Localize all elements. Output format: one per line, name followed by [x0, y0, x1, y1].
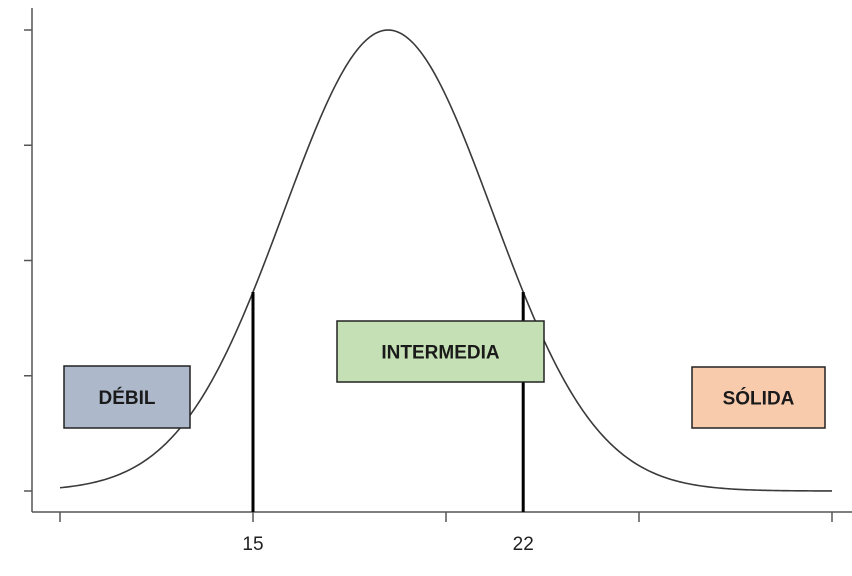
region-box-intermedia: INTERMEDIA	[336, 320, 545, 383]
region-box-debil: DÉBIL	[63, 365, 191, 429]
region-box-rect	[63, 365, 191, 429]
region-label: DÉBIL	[99, 387, 156, 409]
region-box-rect	[691, 366, 826, 429]
region-label: INTERMEDIA	[381, 343, 500, 364]
x-ticks	[59, 512, 833, 522]
region-box-solida: SÓLIDA	[691, 366, 826, 429]
region-boxes: DÉBIL INTERMEDIA SÓLIDA	[63, 320, 826, 429]
plot-frame	[31, 8, 852, 513]
x-tick-label: 15	[242, 534, 263, 555]
y-ticks	[24, 29, 32, 492]
region-box-rect	[336, 320, 545, 383]
x-tick-labels: 15 22	[242, 534, 533, 555]
x-tick-label: 22	[513, 534, 534, 555]
region-label: SÓLIDA	[723, 388, 795, 410]
